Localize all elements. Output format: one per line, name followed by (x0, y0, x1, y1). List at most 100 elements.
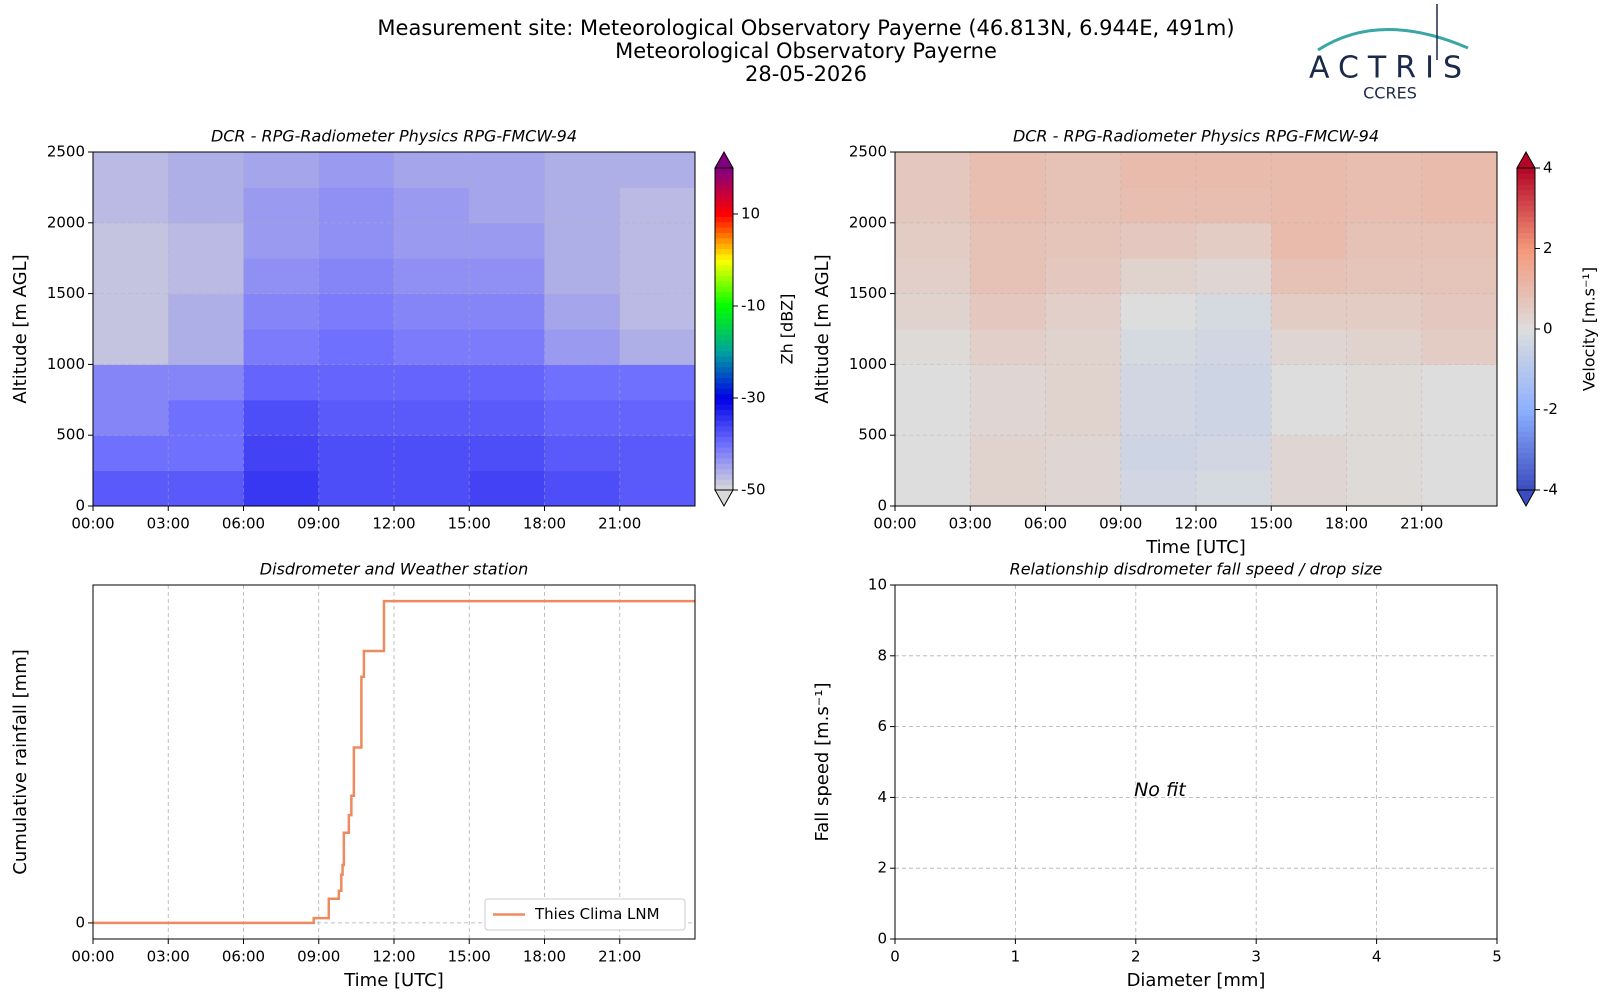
colorbar-swatch (1517, 430, 1535, 437)
heatmap-cell (394, 258, 470, 295)
heatmap-cell (394, 187, 470, 224)
plot-frame (92, 151, 696, 507)
heatmap-cell (243, 293, 320, 330)
heatmap-cell (970, 435, 1046, 472)
heatmap-cell (1271, 364, 1347, 401)
heatmap-cell (1346, 435, 1423, 472)
colorbar-swatch (1517, 345, 1535, 352)
heatmap-cell (1421, 399, 1498, 436)
colorbar-swatch (715, 345, 733, 352)
heatmap-cell (469, 435, 545, 472)
heatmap-cell (544, 399, 621, 436)
y-tick-label: 0 (75, 913, 85, 931)
chart: Relationship disdrometer fall speed / dr… (812, 560, 1502, 992)
heatmap-cell (1120, 399, 1197, 436)
heatmap-cell (168, 258, 244, 295)
colorbar-swatch (715, 205, 733, 212)
colorbar-swatch (1517, 248, 1535, 255)
heatmap-cell (93, 399, 169, 436)
heatmap-cell (895, 470, 971, 507)
colorbar-swatch (1517, 409, 1535, 416)
heatmap-cell (93, 258, 169, 295)
header-subtitle: Meteorological Observatory Payerne (615, 39, 997, 63)
colorbar-swatch (715, 366, 733, 373)
colorbar-swatch (1517, 323, 1535, 330)
heatmap-cell (1346, 364, 1423, 401)
heatmap-cell (93, 152, 169, 188)
y-tick-label: 8 (877, 646, 887, 664)
heatmap-cell (1045, 258, 1122, 295)
heatmap-cell (619, 293, 696, 330)
colorbar-swatch (1517, 398, 1535, 405)
heatmap-cell (619, 258, 696, 295)
colorbar-swatch (715, 371, 733, 378)
y-tick-label: 500 (858, 426, 887, 444)
x-tick-label: 2 (1131, 948, 1141, 966)
x-tick-label: 5 (1492, 948, 1502, 966)
heatmap-cell (394, 152, 470, 188)
colorbar-swatch (715, 221, 733, 228)
colorbar-swatch (1517, 479, 1535, 486)
x-tick-label: 00:00 (71, 948, 114, 966)
colorbar-swatch (1517, 194, 1535, 201)
heatmap-cell (970, 399, 1046, 436)
chart-title: Disdrometer and Weather station (260, 560, 528, 579)
colorbar-swatch (1517, 205, 1535, 212)
heatmap-cell (318, 329, 395, 365)
heatmap-cell (1346, 399, 1423, 436)
colorbar-swatch (1517, 307, 1535, 314)
heatmap-cell (1045, 152, 1122, 188)
colorbar-swatch (1517, 200, 1535, 207)
x-tick-label: 18:00 (523, 948, 566, 966)
y-tick-label: 0 (75, 497, 85, 515)
heatmap-cell (1045, 329, 1122, 365)
heatmap-cell (1196, 435, 1272, 472)
colorbar-swatch (715, 280, 733, 287)
heatmap-cell (544, 152, 621, 188)
heatmap-cell (1421, 293, 1498, 330)
heatmap-cell (544, 258, 621, 295)
colorbar-swatch (715, 194, 733, 201)
heatmap-cell (318, 435, 395, 472)
heatmap-cell (1271, 470, 1347, 507)
y-tick-label: 1000 (849, 355, 887, 373)
x-tick-label: 1 (1011, 948, 1021, 966)
colorbar-swatch (715, 473, 733, 480)
heatmap-cell (1120, 435, 1197, 472)
y-tick-label: 1500 (47, 284, 85, 302)
colorbar-swatch (1517, 436, 1535, 443)
x-tick-label: 18:00 (523, 515, 566, 533)
heatmap-cell (1120, 222, 1197, 259)
heatmap-cell (1271, 399, 1347, 436)
heatmap-cell (619, 187, 696, 224)
colorbar-swatch (1517, 371, 1535, 378)
colorbar-swatch (715, 329, 733, 335)
x-tick-label: 09:00 (1099, 515, 1142, 533)
colorbar-swatch (715, 425, 733, 432)
y-tick-label: 2 (877, 859, 887, 877)
heatmap-cell (970, 222, 1046, 259)
heatmap-cell (318, 364, 395, 401)
heatmap-cell (168, 152, 244, 188)
heatmap-cell (544, 329, 621, 365)
x-tick-label: 06:00 (222, 948, 265, 966)
y-tick-label: 1000 (47, 355, 85, 373)
colorbar-swatch (715, 452, 733, 459)
heatmap-cell (1045, 435, 1122, 472)
heatmap-cell (394, 329, 470, 365)
heatmap-cell (895, 258, 971, 295)
colorbar-swatch (715, 307, 733, 314)
colorbar-swatch (1517, 253, 1535, 260)
heatmap-cell (619, 152, 696, 188)
annotation: No fit (1134, 779, 1187, 801)
heatmap-cell (318, 222, 395, 259)
heatmap-cell (93, 435, 169, 472)
colorbar-swatch (1517, 237, 1535, 244)
x-tick-label: 00:00 (873, 515, 916, 533)
colorbar-swatch (715, 323, 733, 330)
x-tick-label: 03:00 (147, 515, 190, 533)
heatmap-cell (970, 152, 1046, 188)
heatmap-cell (1196, 187, 1272, 224)
heatmap-cell (1421, 364, 1498, 401)
